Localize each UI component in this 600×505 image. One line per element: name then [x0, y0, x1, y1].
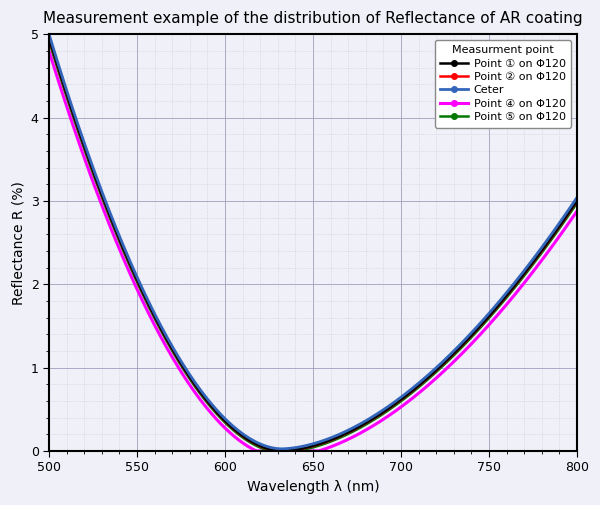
X-axis label: Wavelength λ (nm): Wavelength λ (nm)	[247, 480, 379, 494]
Y-axis label: Reflectance R (%): Reflectance R (%)	[11, 181, 25, 305]
Title: Measurement example of the distribution of Reflectance of AR coating: Measurement example of the distribution …	[43, 11, 583, 26]
Legend: Point ① on Φ120, Point ② on Φ120, Ceter, Point ④ on Φ120, Point ⑤ on Φ120: Point ① on Φ120, Point ② on Φ120, Ceter,…	[435, 40, 571, 128]
